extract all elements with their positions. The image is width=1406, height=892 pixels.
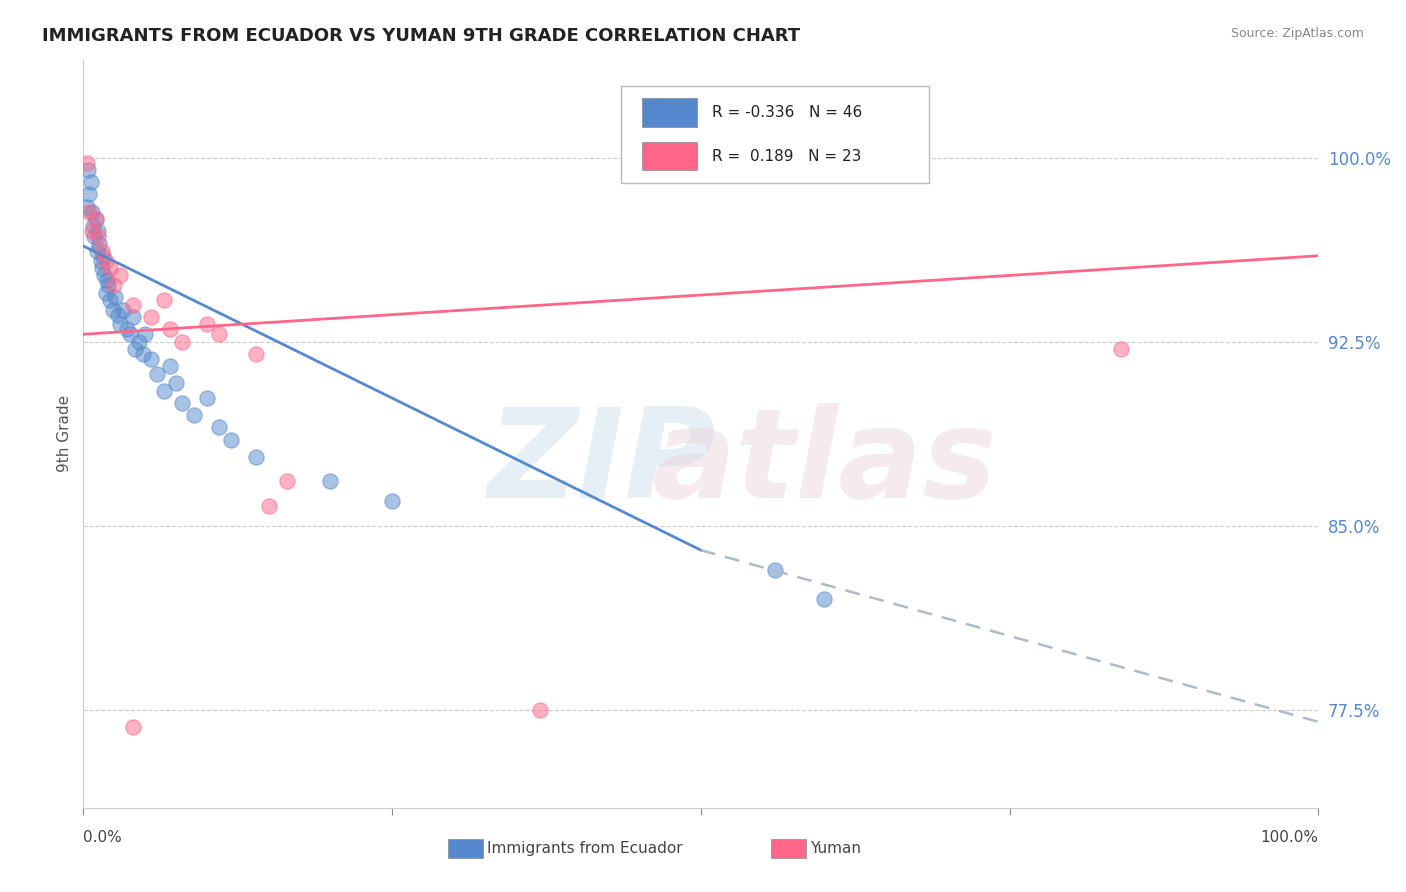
Point [87, 224, 110, 238]
Text: 0.0%: 0.0% [83, 830, 122, 845]
Point [104, 291, 127, 305]
Text: 100.0%: 100.0% [1260, 830, 1319, 845]
Point [183, 408, 205, 422]
Point [763, 563, 786, 577]
Point [87, 229, 110, 244]
Point [152, 384, 174, 398]
Point [86, 244, 108, 258]
Y-axis label: 9th Grade: 9th Grade [58, 395, 72, 472]
Point [120, 327, 142, 342]
Point [245, 450, 267, 464]
Point [195, 318, 218, 332]
Text: Yuman: Yuman [810, 841, 862, 856]
Point [80, 175, 103, 189]
Point [89, 236, 111, 251]
Point [80, 224, 103, 238]
Point [110, 268, 132, 283]
Point [110, 318, 132, 332]
Point [96, 273, 118, 287]
FancyBboxPatch shape [641, 98, 697, 127]
Text: Immigrants from Ecuador: Immigrants from Ecuador [486, 841, 683, 856]
Point [84, 212, 107, 227]
Point [257, 499, 280, 513]
Point [111, 302, 134, 317]
Point [172, 396, 194, 410]
Point [97, 278, 120, 293]
Point [221, 433, 243, 447]
Point [319, 475, 342, 489]
Text: IMMIGRANTS FROM ECUADOR VS YUMAN 9TH GRADE CORRELATION CHART: IMMIGRANTS FROM ECUADOR VS YUMAN 9TH GRA… [42, 27, 800, 45]
Point [165, 376, 187, 391]
Point [1109, 342, 1132, 356]
Point [91, 249, 114, 263]
Point [76, 200, 98, 214]
FancyBboxPatch shape [641, 142, 697, 170]
Point [93, 268, 115, 283]
Point [90, 244, 112, 258]
Text: R = -0.336   N = 46: R = -0.336 N = 46 [711, 105, 862, 120]
Point [128, 334, 150, 349]
Text: ZIP: ZIP [488, 403, 717, 524]
Point [121, 310, 143, 325]
Point [134, 327, 156, 342]
Point [94, 285, 117, 300]
Point [141, 351, 163, 366]
Point [79, 204, 101, 219]
Point [79, 187, 101, 202]
Point [381, 494, 404, 508]
Point [159, 322, 181, 336]
Point [152, 293, 174, 307]
Point [124, 342, 146, 356]
Point [100, 261, 122, 276]
Point [121, 298, 143, 312]
Point [208, 327, 231, 342]
Point [172, 334, 194, 349]
Point [131, 347, 153, 361]
Point [208, 420, 231, 434]
Text: atlas: atlas [651, 403, 997, 524]
Point [245, 347, 267, 361]
Point [90, 261, 112, 276]
Point [80, 204, 103, 219]
Point [83, 229, 105, 244]
Text: R =  0.189   N = 23: R = 0.189 N = 23 [711, 149, 862, 163]
Text: Source: ZipAtlas.com: Source: ZipAtlas.com [1230, 27, 1364, 40]
Point [101, 302, 124, 317]
Point [813, 592, 835, 607]
Point [115, 322, 138, 336]
Point [529, 702, 551, 716]
Point [82, 219, 104, 234]
Point [84, 212, 107, 227]
Point [121, 720, 143, 734]
Point [141, 310, 163, 325]
Point [100, 293, 122, 307]
Point [276, 475, 298, 489]
Point [146, 367, 169, 381]
Point [90, 253, 112, 268]
Point [103, 278, 125, 293]
Point [159, 359, 181, 373]
Point [76, 155, 98, 169]
Point [94, 253, 117, 268]
Point [107, 308, 129, 322]
Point [195, 391, 218, 405]
FancyBboxPatch shape [620, 86, 929, 183]
Point [77, 163, 100, 178]
